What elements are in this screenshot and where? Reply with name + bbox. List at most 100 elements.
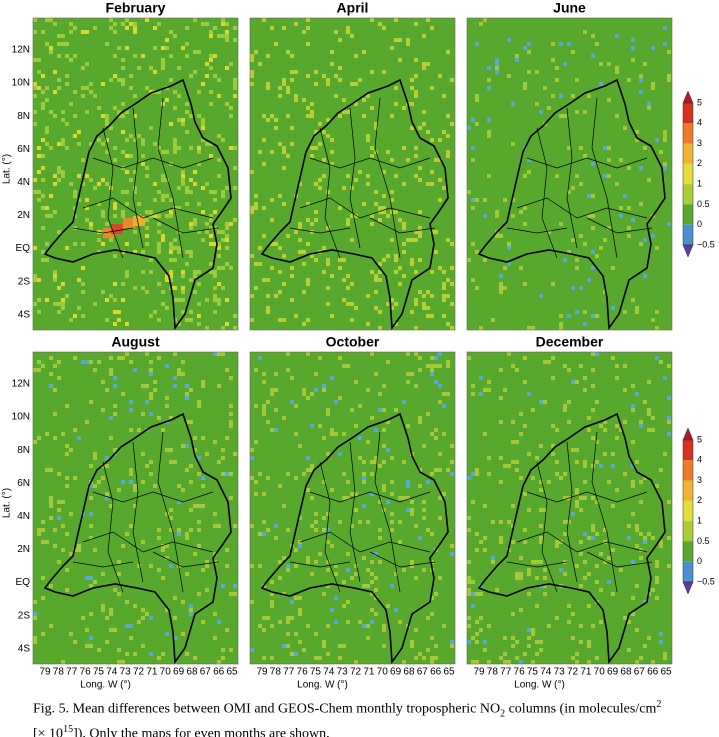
map-cell (410, 126, 414, 130)
map-cell (591, 536, 595, 540)
map-cell (286, 620, 290, 624)
map-cell (475, 532, 479, 536)
map-cell (571, 94, 575, 98)
map-cell (61, 118, 65, 122)
map-cell (41, 632, 45, 636)
map-cell (535, 560, 539, 564)
map-cell (575, 266, 579, 270)
map-cell (310, 146, 314, 150)
map-cell (177, 186, 181, 190)
map-cell (274, 388, 278, 392)
map-cell (322, 592, 326, 596)
map-cell (362, 504, 366, 508)
map-cell (177, 66, 181, 70)
map-cell (523, 82, 527, 86)
map-cell (322, 516, 326, 520)
map-cell (33, 86, 37, 90)
map-cell (414, 270, 418, 274)
map-cell (125, 202, 129, 206)
map-cell (354, 564, 358, 568)
map-cell (378, 206, 382, 210)
map-cell (422, 516, 426, 520)
map-cell (659, 544, 663, 548)
map-cell (346, 364, 350, 368)
map-cell (655, 484, 659, 488)
map-cell (45, 214, 49, 218)
map-cell (201, 384, 205, 388)
map-cell (41, 364, 45, 368)
map-cell (278, 318, 282, 322)
map-cell (430, 294, 434, 298)
map-cell (250, 70, 254, 74)
map-cell (511, 420, 515, 424)
map-cell (442, 186, 446, 190)
map-cell (491, 556, 495, 560)
map-cell (290, 54, 294, 58)
map-cell (663, 134, 667, 138)
map-cell (266, 278, 270, 282)
map-cell (153, 26, 157, 30)
map-cell (125, 190, 129, 194)
map-cell (157, 146, 161, 150)
map-cell (185, 54, 189, 58)
map-cell (77, 544, 81, 548)
map-cell (233, 452, 237, 456)
map-cell (229, 592, 233, 596)
map-cell (499, 536, 503, 540)
map-cell (659, 360, 663, 364)
map-cell (338, 356, 342, 360)
map-cell (197, 592, 201, 596)
map-cell (93, 186, 97, 190)
map-cell (667, 420, 671, 424)
map-cell (105, 388, 109, 392)
map-cell (266, 54, 270, 58)
map-cell (205, 298, 209, 302)
map-cell (430, 560, 434, 564)
map-cell (543, 360, 547, 364)
map-cell (655, 326, 659, 330)
map-cell (406, 380, 410, 384)
map-cell (282, 254, 286, 258)
map-cell (161, 198, 165, 202)
map-cell (446, 294, 450, 298)
map-frame (32, 351, 239, 665)
map-cell (450, 460, 454, 464)
map-cell (667, 396, 671, 400)
colorbar-segment (683, 460, 693, 481)
map-cell (346, 30, 350, 34)
map-cell (213, 310, 217, 314)
map-cell (615, 182, 619, 186)
map-cell (37, 58, 41, 62)
map-cell (374, 202, 378, 206)
map-cell (53, 302, 57, 306)
map-cell (326, 452, 330, 456)
map-cell (205, 326, 209, 330)
lat-axis-label: Lat. (°) (2, 154, 13, 184)
map-cell (434, 380, 438, 384)
map-cell (125, 600, 129, 604)
map-cell (659, 632, 663, 636)
map-cell (125, 242, 129, 246)
map-cell (611, 548, 615, 552)
map-cell (189, 226, 193, 230)
map-cell (495, 210, 499, 214)
map-cell (374, 460, 378, 464)
map-cell (382, 170, 386, 174)
map-cell (330, 376, 334, 380)
map-cell (438, 468, 442, 472)
map-cell (326, 78, 330, 82)
map-cell (326, 134, 330, 138)
map-cell (197, 504, 201, 508)
map-cell (69, 30, 73, 34)
map-cell (583, 310, 587, 314)
map-cell (314, 512, 318, 516)
map-cell (406, 424, 410, 428)
map-cell (330, 50, 334, 54)
map-cell (663, 452, 667, 456)
map-cell (382, 624, 386, 628)
map-cell (591, 266, 595, 270)
map-cell (643, 400, 647, 404)
map-cell (378, 326, 382, 330)
map-cell (37, 532, 41, 536)
caption-sup: 2 (656, 699, 662, 710)
